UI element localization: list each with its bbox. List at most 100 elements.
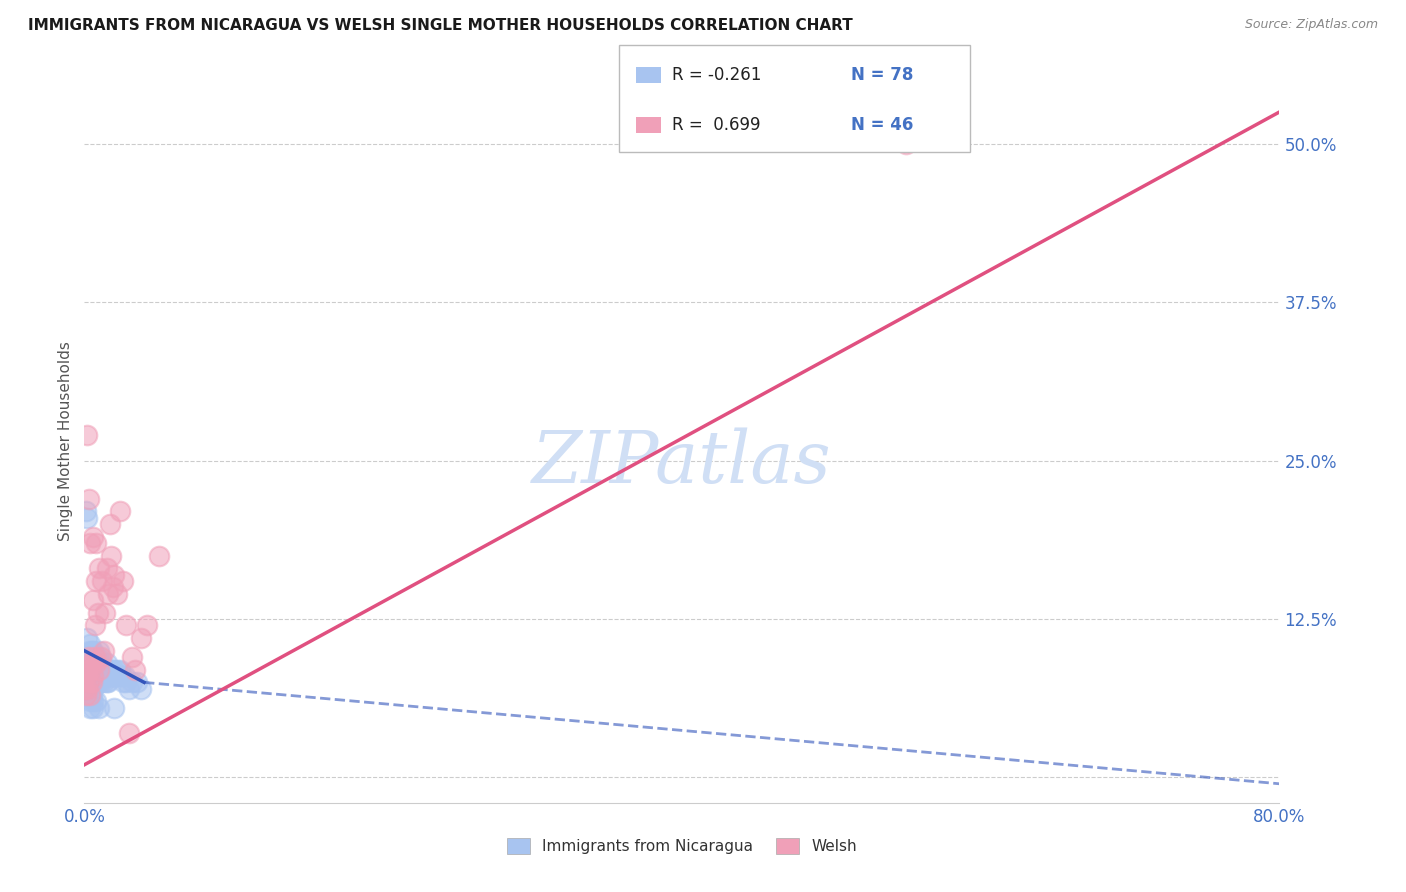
Point <box>111 669 134 683</box>
Point <box>115 675 138 690</box>
Point <box>118 681 141 696</box>
Point <box>83 618 105 632</box>
Text: IMMIGRANTS FROM NICARAGUA VS WELSH SINGLE MOTHER HOUSEHOLDS CORRELATION CHART: IMMIGRANTS FROM NICARAGUA VS WELSH SINGL… <box>28 18 853 33</box>
Point <box>82 694 104 708</box>
Point <box>87 675 110 690</box>
Point <box>79 681 101 696</box>
Point <box>76 428 98 442</box>
Point <box>77 650 100 665</box>
Point <box>100 549 122 563</box>
Point <box>90 650 112 665</box>
Point <box>76 510 98 524</box>
Point <box>87 663 110 677</box>
Text: ZIPatlas: ZIPatlas <box>531 428 832 499</box>
Point <box>83 663 105 677</box>
Point <box>93 675 115 690</box>
Point <box>121 675 143 690</box>
Point <box>129 681 152 696</box>
Point <box>82 643 104 657</box>
Point <box>75 504 97 518</box>
Point <box>80 675 103 690</box>
Point <box>80 657 103 671</box>
Point <box>100 663 122 677</box>
Point <box>96 675 118 690</box>
Point <box>129 631 152 645</box>
Point <box>80 688 103 702</box>
Point <box>79 536 101 550</box>
Point <box>76 688 98 702</box>
Text: Source: ZipAtlas.com: Source: ZipAtlas.com <box>1244 18 1378 31</box>
Point <box>77 675 100 690</box>
Point <box>80 650 103 665</box>
Point <box>79 637 101 651</box>
Point <box>97 663 120 677</box>
Point <box>105 587 128 601</box>
Point <box>80 675 103 690</box>
Point <box>83 650 105 665</box>
Point <box>115 618 138 632</box>
Point <box>76 631 98 645</box>
Point <box>82 681 104 696</box>
Point <box>125 675 148 690</box>
Point <box>82 530 104 544</box>
Point <box>79 700 101 714</box>
Point <box>82 650 104 665</box>
Point <box>80 663 103 677</box>
Point <box>73 681 96 696</box>
Point <box>82 669 104 683</box>
Point <box>83 657 105 671</box>
Point <box>94 606 117 620</box>
Point <box>97 675 120 690</box>
Point <box>83 675 105 690</box>
Text: R =  0.699: R = 0.699 <box>672 116 761 134</box>
Point <box>91 669 114 683</box>
Point <box>82 663 104 677</box>
Point <box>76 669 98 683</box>
Point <box>82 700 104 714</box>
Point <box>86 663 108 677</box>
Point <box>86 657 108 671</box>
Point <box>82 593 104 607</box>
Point <box>91 574 114 588</box>
Point <box>83 650 105 665</box>
Point <box>77 643 100 657</box>
Point <box>79 663 101 677</box>
Point <box>103 700 125 714</box>
Point <box>76 681 98 696</box>
Point <box>77 491 100 506</box>
Point <box>107 669 129 683</box>
Point <box>86 657 108 671</box>
Point <box>110 663 132 677</box>
Point <box>114 669 136 683</box>
Point <box>90 675 112 690</box>
Point <box>91 657 114 671</box>
Point <box>101 669 124 683</box>
Point <box>89 663 111 677</box>
Point <box>97 587 120 601</box>
Point <box>76 663 98 677</box>
Point <box>89 657 111 671</box>
Point <box>136 618 159 632</box>
Point <box>79 650 101 665</box>
Point <box>103 567 125 582</box>
Point <box>96 657 118 671</box>
Point <box>101 580 124 594</box>
Point <box>77 675 100 690</box>
Text: R = -0.261: R = -0.261 <box>672 66 762 84</box>
Point <box>94 669 117 683</box>
Text: N = 46: N = 46 <box>851 116 912 134</box>
Point <box>98 669 121 683</box>
Point <box>894 136 917 151</box>
Point <box>75 688 97 702</box>
Point <box>121 650 143 665</box>
Point <box>79 694 101 708</box>
Point <box>93 643 115 657</box>
Point <box>86 694 108 708</box>
Point <box>90 663 112 677</box>
Point <box>82 669 104 683</box>
Point <box>112 675 135 690</box>
Point <box>89 561 111 575</box>
Point <box>89 669 111 683</box>
Point <box>87 650 110 665</box>
Point <box>86 669 108 683</box>
